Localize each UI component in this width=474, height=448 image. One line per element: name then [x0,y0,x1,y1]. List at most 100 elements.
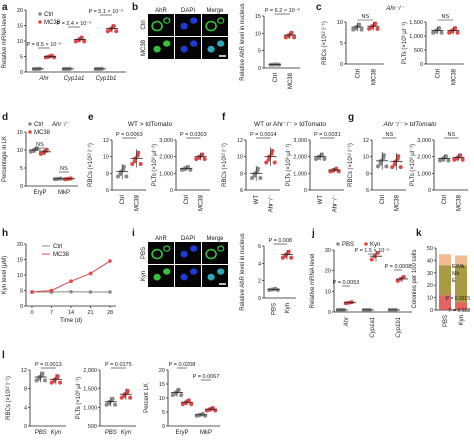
cell-nucleus [217,40,225,47]
x-tick-label: MC38 [451,68,457,85]
x-tick-label: MC38 [394,194,400,211]
x-tick-label: PBS [272,303,278,315]
legend-note: Ahr⁻/⁻ [51,122,70,128]
y-axis-label: PLTs (×10³ μl⁻¹) [286,144,292,186]
cell-nucleus [163,17,171,24]
y-axis-label: Relative AhR level in nucleus [240,3,246,80]
legend-mc38-label: MC38 [44,20,61,26]
data-point [275,287,280,292]
x-tick-label: PBS [35,430,47,436]
y-tick-label: 0 [258,296,261,302]
y-tick-label: 20 [159,368,165,374]
y-tick-label: 1,500 [409,20,423,26]
data-point [113,402,118,407]
x-tick-label: Ahr [38,76,49,82]
y-tick-label: 500 [88,424,97,430]
x-tick-label: 0 [30,310,33,316]
line-point [69,289,73,294]
x-tick-label: MC38 [288,72,294,89]
panel-f-title: WT or Ahr⁻/⁻ > tdTomato [254,121,326,128]
data-point [138,162,143,167]
y-tick-label: 15 [255,14,261,20]
cell-nucleus [180,273,188,281]
y-tick-label: 30 [325,248,331,254]
p-value-label: P = 0.0067 [193,374,220,380]
stacked-bar-mk [455,265,467,303]
y-axis-label: PLTs (×10³ μl⁻¹) [410,144,416,186]
data-point [37,376,42,381]
y-tick-label: 8 [366,171,369,177]
y-tick-label: 2,000 [417,155,431,161]
p-value-label: P = 0.0015 [446,296,470,302]
cell-nucleus [153,45,161,53]
cell-nucleus [217,268,225,275]
legend-kyn-label: Kyn [370,242,380,248]
p-value-label: P = 0.0175 [105,362,132,368]
panel-i-row-label: Kyn [141,271,147,281]
data-point [292,35,297,40]
y-tick-label: 0 [20,184,23,190]
y-axis-label: Kyn level (μM) [2,256,8,294]
y-tick-label: 15 [17,130,23,136]
x-tick-label: MC38 [456,194,462,211]
y-tick-label: 0 [428,188,431,194]
y-tick-label: 2,000 [83,368,97,374]
y-tick-label: 20 [427,283,433,289]
cell-ring [151,20,163,32]
cell-nucleus [153,273,161,281]
legend-mc38-label: MC38 [53,252,70,258]
x-axis-label: Time (d) [60,318,82,324]
y-axis-label: Relative mRNA level [310,254,316,309]
cell-nucleus [180,45,188,53]
data-point [401,274,406,279]
p-value-label: P = 0.0208 [169,362,196,368]
p-value-label: P = 0.022 [449,308,471,314]
panel-i-stain-label: DAPI [181,236,195,242]
stacked-bar-e [455,302,467,310]
p-value-label: P = 0.0031 [314,132,341,138]
x-tick-label: EryP [175,430,188,436]
line-point [49,288,54,293]
line-point [108,259,112,263]
data-point [446,158,451,163]
chart-h: 0 5 10 15 20 Kyn level (μM) 0 7 14 21 28 Time (d) Ct… [2,242,116,324]
p-value-label: NS [448,132,456,138]
y-tick-label: 10 [255,31,261,37]
p-value-label: P = 6.2 × 10⁻⁶ [265,7,300,14]
y-axis-label: PLTs (×10³ μl⁻¹) [152,144,158,186]
p-value-label: P = 2.4 × 10⁻⁵ [56,20,91,27]
p-value-label: P = 0.0008 [385,264,412,270]
data-point [272,160,277,165]
legend-kyn-marker [364,242,368,246]
cell-nucleus [207,273,215,281]
p-value-label: P = 5.1 × 10⁻⁶ [88,8,123,15]
data-point [384,164,389,169]
y-tick-label: 0 [170,188,173,194]
data-point [179,393,184,398]
y-tick-label: 1,000 [159,171,173,177]
micrograph-tile [175,242,201,264]
y-tick-label: 6 [240,188,243,194]
p-value-label: NS [36,142,44,148]
data-point [269,151,274,156]
data-point [122,394,127,399]
x-tick-label: Cyp1a1 [64,76,85,82]
data-point [349,300,354,305]
y-axis-label: PLTs (×10³ μl⁻¹) [76,377,82,419]
x-tick-label: 28 [107,310,113,316]
chart-c1: 0 5 10 RBCs (×10¹² l⁻¹) Ctrl MC38 NS [322,14,384,85]
y-tick-label: 20 [325,269,331,275]
chart-k: 0 10 20 30 40 50 Colonies per 100 cells PBS Kyn E… [412,246,470,327]
p-value-label: P = 8.5 × 10⁻⁵ [26,41,61,48]
legend-ctrl-label: Ctrl [53,244,62,250]
panel-i-row-label: PBS [141,247,147,259]
data-point [130,162,135,167]
cell-nucleus [190,245,198,252]
data-point [43,378,48,383]
x-tick-label: Ahr [344,316,350,327]
x-tick-label: 21 [87,310,93,316]
y-axis-label: RBCs (×10¹² l⁻¹) [322,21,328,65]
x-tick-label: Kyn [51,430,62,436]
x-tick-label: Ctrl [120,195,126,204]
x-tick-label: Ctrl [442,195,448,204]
